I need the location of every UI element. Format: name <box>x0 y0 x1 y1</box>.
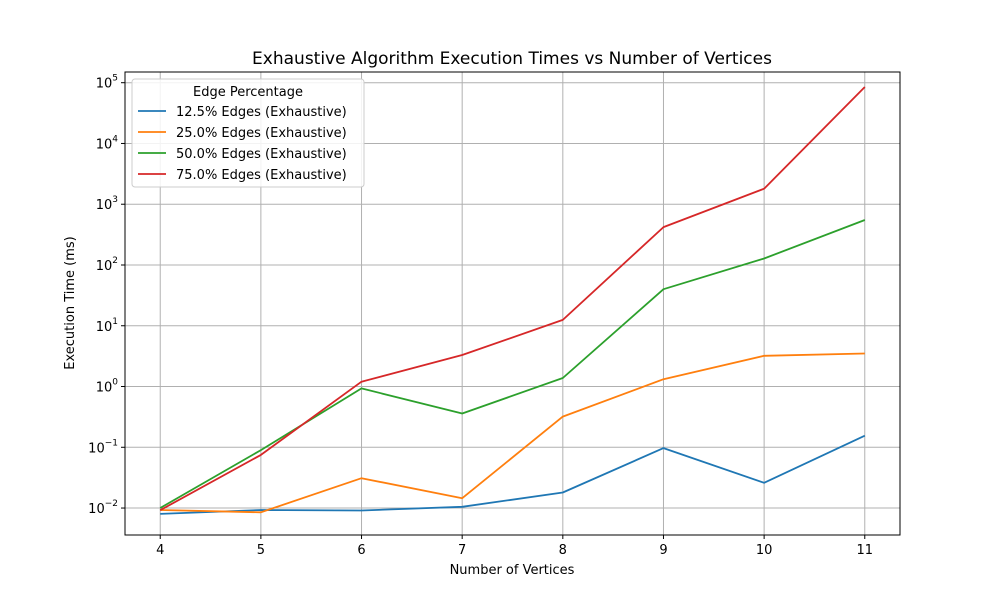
x-axis-label: Number of Vertices <box>450 563 575 578</box>
x-tick-label: 11 <box>856 543 873 558</box>
series-line-2 <box>159 219 866 509</box>
y-tick-exponent: −1 <box>105 438 118 448</box>
y-tick-base: 10 <box>96 259 113 274</box>
y-tick-exponent: −2 <box>105 499 118 509</box>
y-tick-base: 10 <box>96 320 113 335</box>
legend-label: 50.0% Edges (Exhaustive) <box>176 147 347 162</box>
legend-label: 25.0% Edges (Exhaustive) <box>176 126 347 141</box>
y-tick-label: 103 <box>96 195 118 213</box>
legend-label: 75.0% Edges (Exhaustive) <box>176 168 347 183</box>
y-tick-exponent: 5 <box>112 74 118 84</box>
y-tick-base: 10 <box>96 381 113 396</box>
x-tick-label: 6 <box>357 543 365 558</box>
y-tick-label: 104 <box>96 134 119 152</box>
y-tick-base: 10 <box>88 502 105 517</box>
x-tick-label: 4 <box>156 543 164 558</box>
y-tick-label: 105 <box>96 74 118 92</box>
legend-label: 12.5% Edges (Exhaustive) <box>176 105 347 120</box>
series-line-1 <box>160 352 865 514</box>
y-tick-exponent: 0 <box>112 378 118 388</box>
y-tick-label: 101 <box>96 317 118 335</box>
plot-frame <box>124 71 901 536</box>
legend-box <box>131 78 365 188</box>
x-tick-label: 7 <box>458 543 466 558</box>
series-line-3 <box>159 86 866 511</box>
legend: Edge Percentage 12.5% Edges (Exhaustive)… <box>131 78 365 188</box>
y-tick-label: 10−1 <box>88 438 118 456</box>
grid <box>125 72 900 535</box>
x-tick-label: 9 <box>659 543 667 558</box>
legend-title: Edge Percentage <box>193 85 303 100</box>
y-axis-label: Execution Time (ms) <box>63 236 78 369</box>
y-tick-label: 102 <box>96 256 118 274</box>
series-lines <box>159 86 866 515</box>
x-axis: 4 5 6 7 8 9 10 11 <box>156 535 873 558</box>
y-tick-label: 100 <box>96 378 119 396</box>
y-tick-base: 10 <box>96 198 113 213</box>
legend-entries: 12.5% Edges (Exhaustive) 25.0% Edges (Exh… <box>138 105 347 183</box>
chart-title: Exhaustive Algorithm Execution Times vs … <box>252 49 772 69</box>
y-tick-exponent: 1 <box>112 317 118 327</box>
x-tick-label: 5 <box>257 543 265 558</box>
y-tick-base: 10 <box>88 441 105 456</box>
y-tick-exponent: 2 <box>112 256 118 266</box>
y-tick-label: 10−2 <box>88 499 118 517</box>
y-tick-base: 10 <box>96 77 113 92</box>
y-tick-base: 10 <box>96 137 113 152</box>
series-line-0 <box>160 434 866 515</box>
y-tick-exponent: 4 <box>112 134 118 144</box>
y-tick-exponent: 3 <box>112 195 118 205</box>
x-tick-label: 10 <box>756 543 773 558</box>
x-tick-label: 8 <box>559 543 567 558</box>
